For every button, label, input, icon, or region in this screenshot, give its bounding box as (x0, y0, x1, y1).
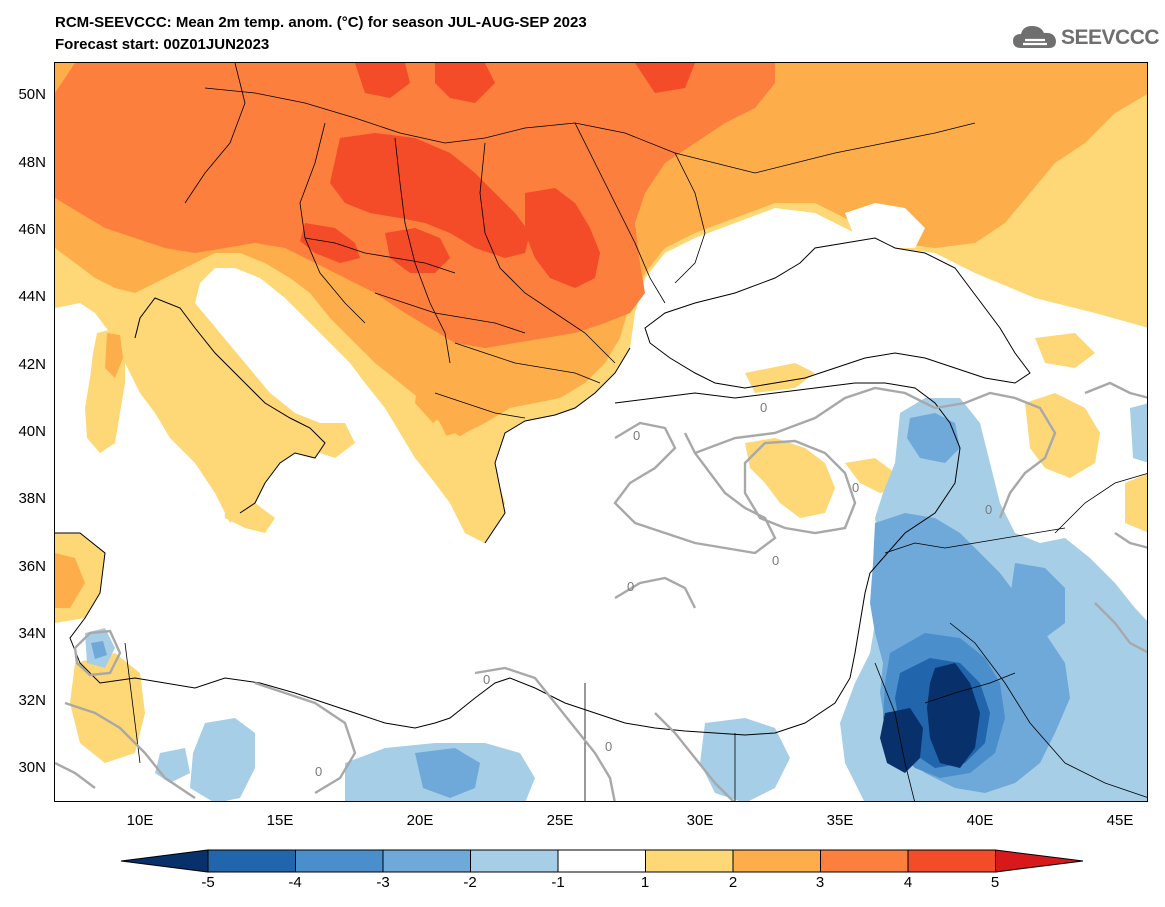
tripoli-cool (190, 718, 255, 801)
turkey-warm-west (745, 438, 835, 518)
lon-label: 15E (266, 812, 294, 829)
lat-label: 44N (18, 288, 46, 305)
contour-label: 0 (760, 400, 767, 415)
hotspot-croatia (300, 223, 360, 263)
colorbar-label: -3 (376, 874, 390, 891)
contour-label: 0 (985, 502, 992, 517)
turkey-warm-center (845, 458, 900, 493)
black-sea-coastline (644, 237, 1031, 389)
lat-label: 32N (18, 692, 46, 709)
colorbar-segment (995, 849, 1084, 873)
georgia-warm (1035, 333, 1095, 368)
colorbar-segment (120, 849, 209, 873)
colorbar (120, 849, 1084, 873)
lon-label: 45E (1106, 812, 1134, 829)
colorbar-segment (557, 849, 646, 873)
cloud-icon (1013, 26, 1056, 48)
lat-label: 34N (18, 625, 46, 642)
gabes-cool-2-3 (91, 641, 107, 659)
lon-label: 10E (126, 812, 154, 829)
italy-land (135, 298, 325, 513)
colorbar-segment (470, 849, 559, 873)
hotspot-ukraine (635, 63, 695, 93)
colorbar-segment (907, 849, 996, 873)
colorbar-label: -4 (288, 874, 302, 891)
lon-label: 20E (406, 812, 434, 829)
caucasus-warm (1125, 473, 1147, 533)
contour-label: 0 (315, 764, 322, 779)
med-coastline (55, 297, 961, 736)
black-sea (645, 238, 1030, 388)
colorbar-label: 4 (903, 874, 913, 891)
logo-text: SEEVCCC (1061, 26, 1160, 49)
forecast-start-label: Forecast start: 00Z01JUN2023 (55, 36, 270, 53)
contour-label: 0 (627, 579, 634, 594)
colorbar-label: -5 (201, 874, 215, 891)
colorbar-label: -2 (463, 874, 477, 891)
contour-label: 0 (605, 739, 612, 754)
colorbar-label: 5 (990, 874, 1000, 891)
libya-small-cool (155, 748, 190, 783)
contour-label: 0 (633, 428, 640, 443)
seevccc-logo: SEEVCCC (1011, 20, 1160, 56)
sinai-cool-5 (880, 708, 923, 773)
corsica-2-3 (105, 333, 123, 378)
map-title: RCM-SEEVCCC: Mean 2m temp. anom. (°C) fo… (55, 14, 587, 31)
country-borders (124, 63, 1147, 801)
colorbar-label: 2 (728, 874, 738, 891)
hotspot-poland (435, 63, 495, 103)
caucasus-cool (1130, 403, 1147, 463)
azov-sea (845, 203, 925, 248)
lon-label: 35E (826, 812, 854, 829)
colorbar-segment (732, 849, 821, 873)
zero-contours (55, 381, 1147, 801)
hotspot-serbia (385, 228, 450, 273)
map-panel: 0 0 0 0 0 0 0 0 0 (54, 62, 1148, 802)
lon-label: 30E (686, 812, 714, 829)
colorbar-label: 3 (815, 874, 825, 891)
contour-label: 0 (483, 672, 490, 687)
colorbar-segment (382, 849, 471, 873)
anomaly-map: 0 0 0 0 0 0 0 0 0 (55, 63, 1147, 801)
lon-label: 25E (546, 812, 574, 829)
lat-label: 36N (18, 558, 46, 575)
hotspot-romania (525, 188, 600, 288)
contour-label: 0 (852, 480, 859, 495)
sicily (225, 493, 275, 533)
lat-label: 40N (18, 423, 46, 440)
hotspot-north (355, 63, 410, 98)
colorbar-label: -1 (551, 874, 565, 891)
lat-label: 50N (18, 86, 46, 103)
lon-label: 40E (966, 812, 994, 829)
libya-cool-2-3 (415, 748, 480, 798)
colorbar-segment (207, 849, 296, 873)
lat-label: 30N (18, 759, 46, 776)
anatolia-cool (907, 413, 960, 463)
colorbar-segment (295, 849, 384, 873)
tunisia-2-3 (55, 553, 85, 608)
colorbar-segment (820, 849, 909, 873)
lat-label: 46N (18, 221, 46, 238)
hotspot-hungary (330, 133, 530, 258)
greece-warm (425, 433, 505, 543)
colorbar-segment (645, 849, 734, 873)
lat-label: 48N (18, 154, 46, 171)
egypt-cool-1-2 (700, 718, 790, 801)
iraq-cool (1010, 563, 1065, 638)
lat-label: 42N (18, 356, 46, 373)
colorbar-label: 1 (640, 874, 650, 891)
contour-label: 0 (772, 553, 779, 568)
contour-labels: 0 0 0 0 0 0 0 0 0 (315, 400, 992, 779)
lat-label: 38N (18, 490, 46, 507)
